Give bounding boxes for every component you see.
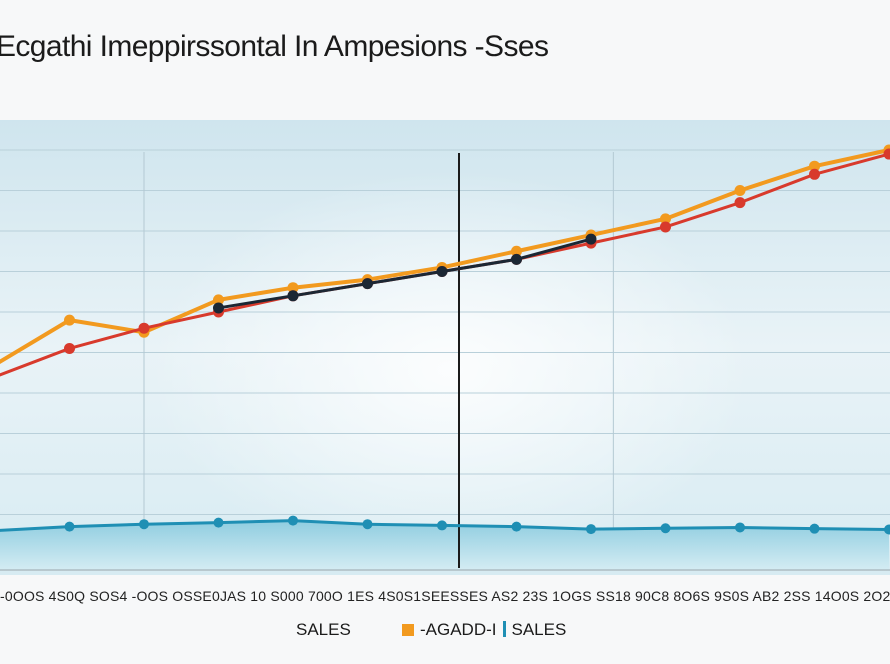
- series-0-point-3: [213, 294, 224, 306]
- series-group: [0, 144, 890, 535]
- series-2-point-3: [436, 266, 448, 277]
- series-0-point-1: [64, 314, 75, 326]
- legend-label-agadd: -AGADD-I: [420, 620, 497, 639]
- series-3-point-6: [437, 520, 447, 531]
- chart-title: Ecgathi Imeppirssontal In Ampesions -Sse…: [0, 30, 549, 63]
- legend: SALES -AGADD-I SALES: [0, 620, 890, 644]
- series-1-point-9: [660, 221, 671, 233]
- series-1-point-2: [138, 322, 150, 334]
- series-1-point-11: [809, 168, 820, 180]
- series-2-point-4: [511, 253, 522, 265]
- series-0-point-4: [287, 282, 299, 294]
- series-2-point-5: [585, 233, 597, 245]
- series-1-point-10: [734, 197, 746, 209]
- series-3-point-11: [809, 523, 820, 534]
- legend-label-sales: SALES: [296, 620, 351, 639]
- legend-item-sales: SALES: [296, 620, 351, 640]
- series-3-point-9: [660, 523, 671, 534]
- series-3-point-3: [213, 517, 224, 528]
- series-3-point-7: [511, 521, 522, 532]
- series-3-point-1: [64, 521, 75, 532]
- series-1-point-1: [64, 342, 75, 354]
- series-0-point-9: [660, 213, 671, 225]
- series-1-point-12: [883, 148, 890, 160]
- series-2-point-0: [213, 302, 224, 314]
- x-tick-labels: -0OOS 4S0Q SOS4 -OOS OSSE0JAS 10 S000 70…: [0, 588, 890, 604]
- series-0-point-7: [511, 245, 522, 257]
- plot-glow: [150, 150, 750, 550]
- series-2-point-2: [362, 278, 373, 290]
- series-2-point-1: [287, 290, 299, 302]
- legend-label-sales-2: SALES: [511, 620, 567, 639]
- series-3-point-8: [586, 524, 596, 535]
- series-0-point-11: [809, 160, 820, 172]
- series-3-point-12: [884, 524, 890, 535]
- legend-swatch-orange: [402, 624, 414, 636]
- series-3-point-10: [735, 522, 745, 533]
- series-line-2: [218, 237, 592, 310]
- series-3-point-2: [139, 519, 149, 530]
- legend-swatch-blue: [502, 621, 506, 637]
- legend-item-agadd: -AGADD-I SALES: [402, 620, 566, 640]
- series-0-point-10: [734, 185, 746, 196]
- series-3-point-4: [288, 515, 298, 526]
- series-3-point-5: [362, 519, 373, 530]
